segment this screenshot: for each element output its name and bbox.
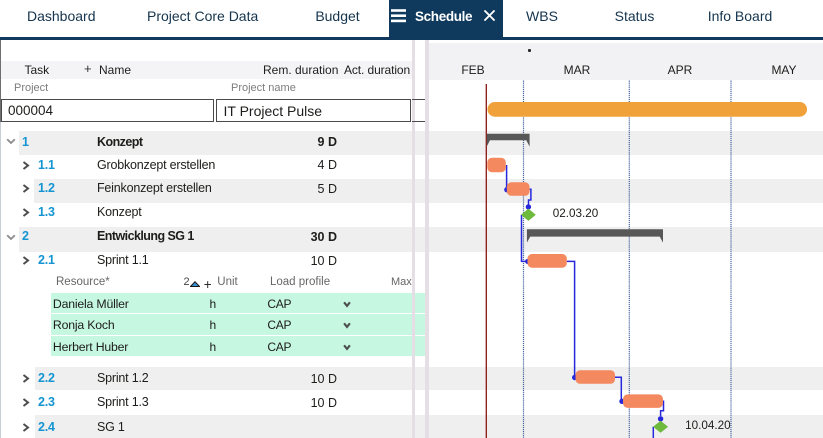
svg-text:10.04.20: 10.04.20 bbox=[685, 419, 731, 432]
svg-text:02.03.20: 02.03.20 bbox=[553, 207, 599, 220]
